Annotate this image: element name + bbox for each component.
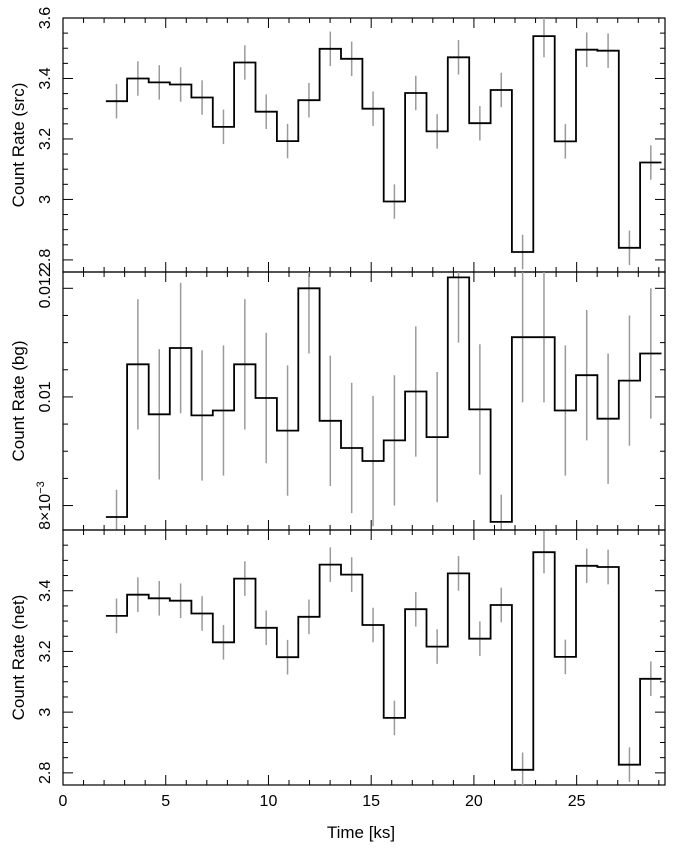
step-line xyxy=(105,35,662,253)
y-tick-label: 3.6 xyxy=(37,7,54,29)
panels-group: 2.8 3 3.2 3.4 3.6 Count Rate (src) 8×10−3 0.01 0… xyxy=(9,7,666,786)
x-axis: 0 5 10 15 20 25 xyxy=(59,793,586,810)
y-axis-label: Count Rate (src) xyxy=(9,83,28,208)
panel-frame xyxy=(62,17,666,273)
panel-frame xyxy=(62,529,666,786)
x-tick-label: 15 xyxy=(362,793,380,810)
y-tick-label: 8×10−3 xyxy=(35,481,54,530)
panel-3: 2.8 3 3.2 3.4 Count Rate (net) xyxy=(9,529,666,786)
y-tick-label: 3.4 xyxy=(37,579,54,601)
y-tick-label: 3.4 xyxy=(37,67,54,89)
panel-2: 8×10−3 0.01 0.012 Count Rate (bg) xyxy=(9,268,666,531)
x-tick-label: 25 xyxy=(568,793,586,810)
y-tick-label: 3 xyxy=(37,195,54,204)
y-axis-label: Count Rate (bg) xyxy=(9,341,28,462)
y-tick-label: 0.01 xyxy=(37,381,54,412)
x-tick-label: 0 xyxy=(59,793,68,810)
y-tick-label: 3.2 xyxy=(37,640,54,662)
x-tick-label: 10 xyxy=(260,793,278,810)
panel-1: 2.8 3 3.2 3.4 3.6 Count Rate (src) xyxy=(9,7,666,273)
y-axis-label: Count Rate (net) xyxy=(9,595,28,721)
y-tick-label: 2.8 xyxy=(37,249,54,271)
panel-frame xyxy=(62,271,666,531)
step-line xyxy=(105,276,662,523)
x-tick-label: 20 xyxy=(465,793,483,810)
step-line xyxy=(105,551,662,771)
y-tick-label: 2.8 xyxy=(37,762,54,784)
x-axis-label: Time [ks] xyxy=(327,823,395,842)
y-tick-label: 3 xyxy=(37,708,54,717)
y-tick-label: 0.012 xyxy=(37,268,54,308)
x-tick-label: 5 xyxy=(161,793,170,810)
y-tick-label: 3.2 xyxy=(37,128,54,150)
